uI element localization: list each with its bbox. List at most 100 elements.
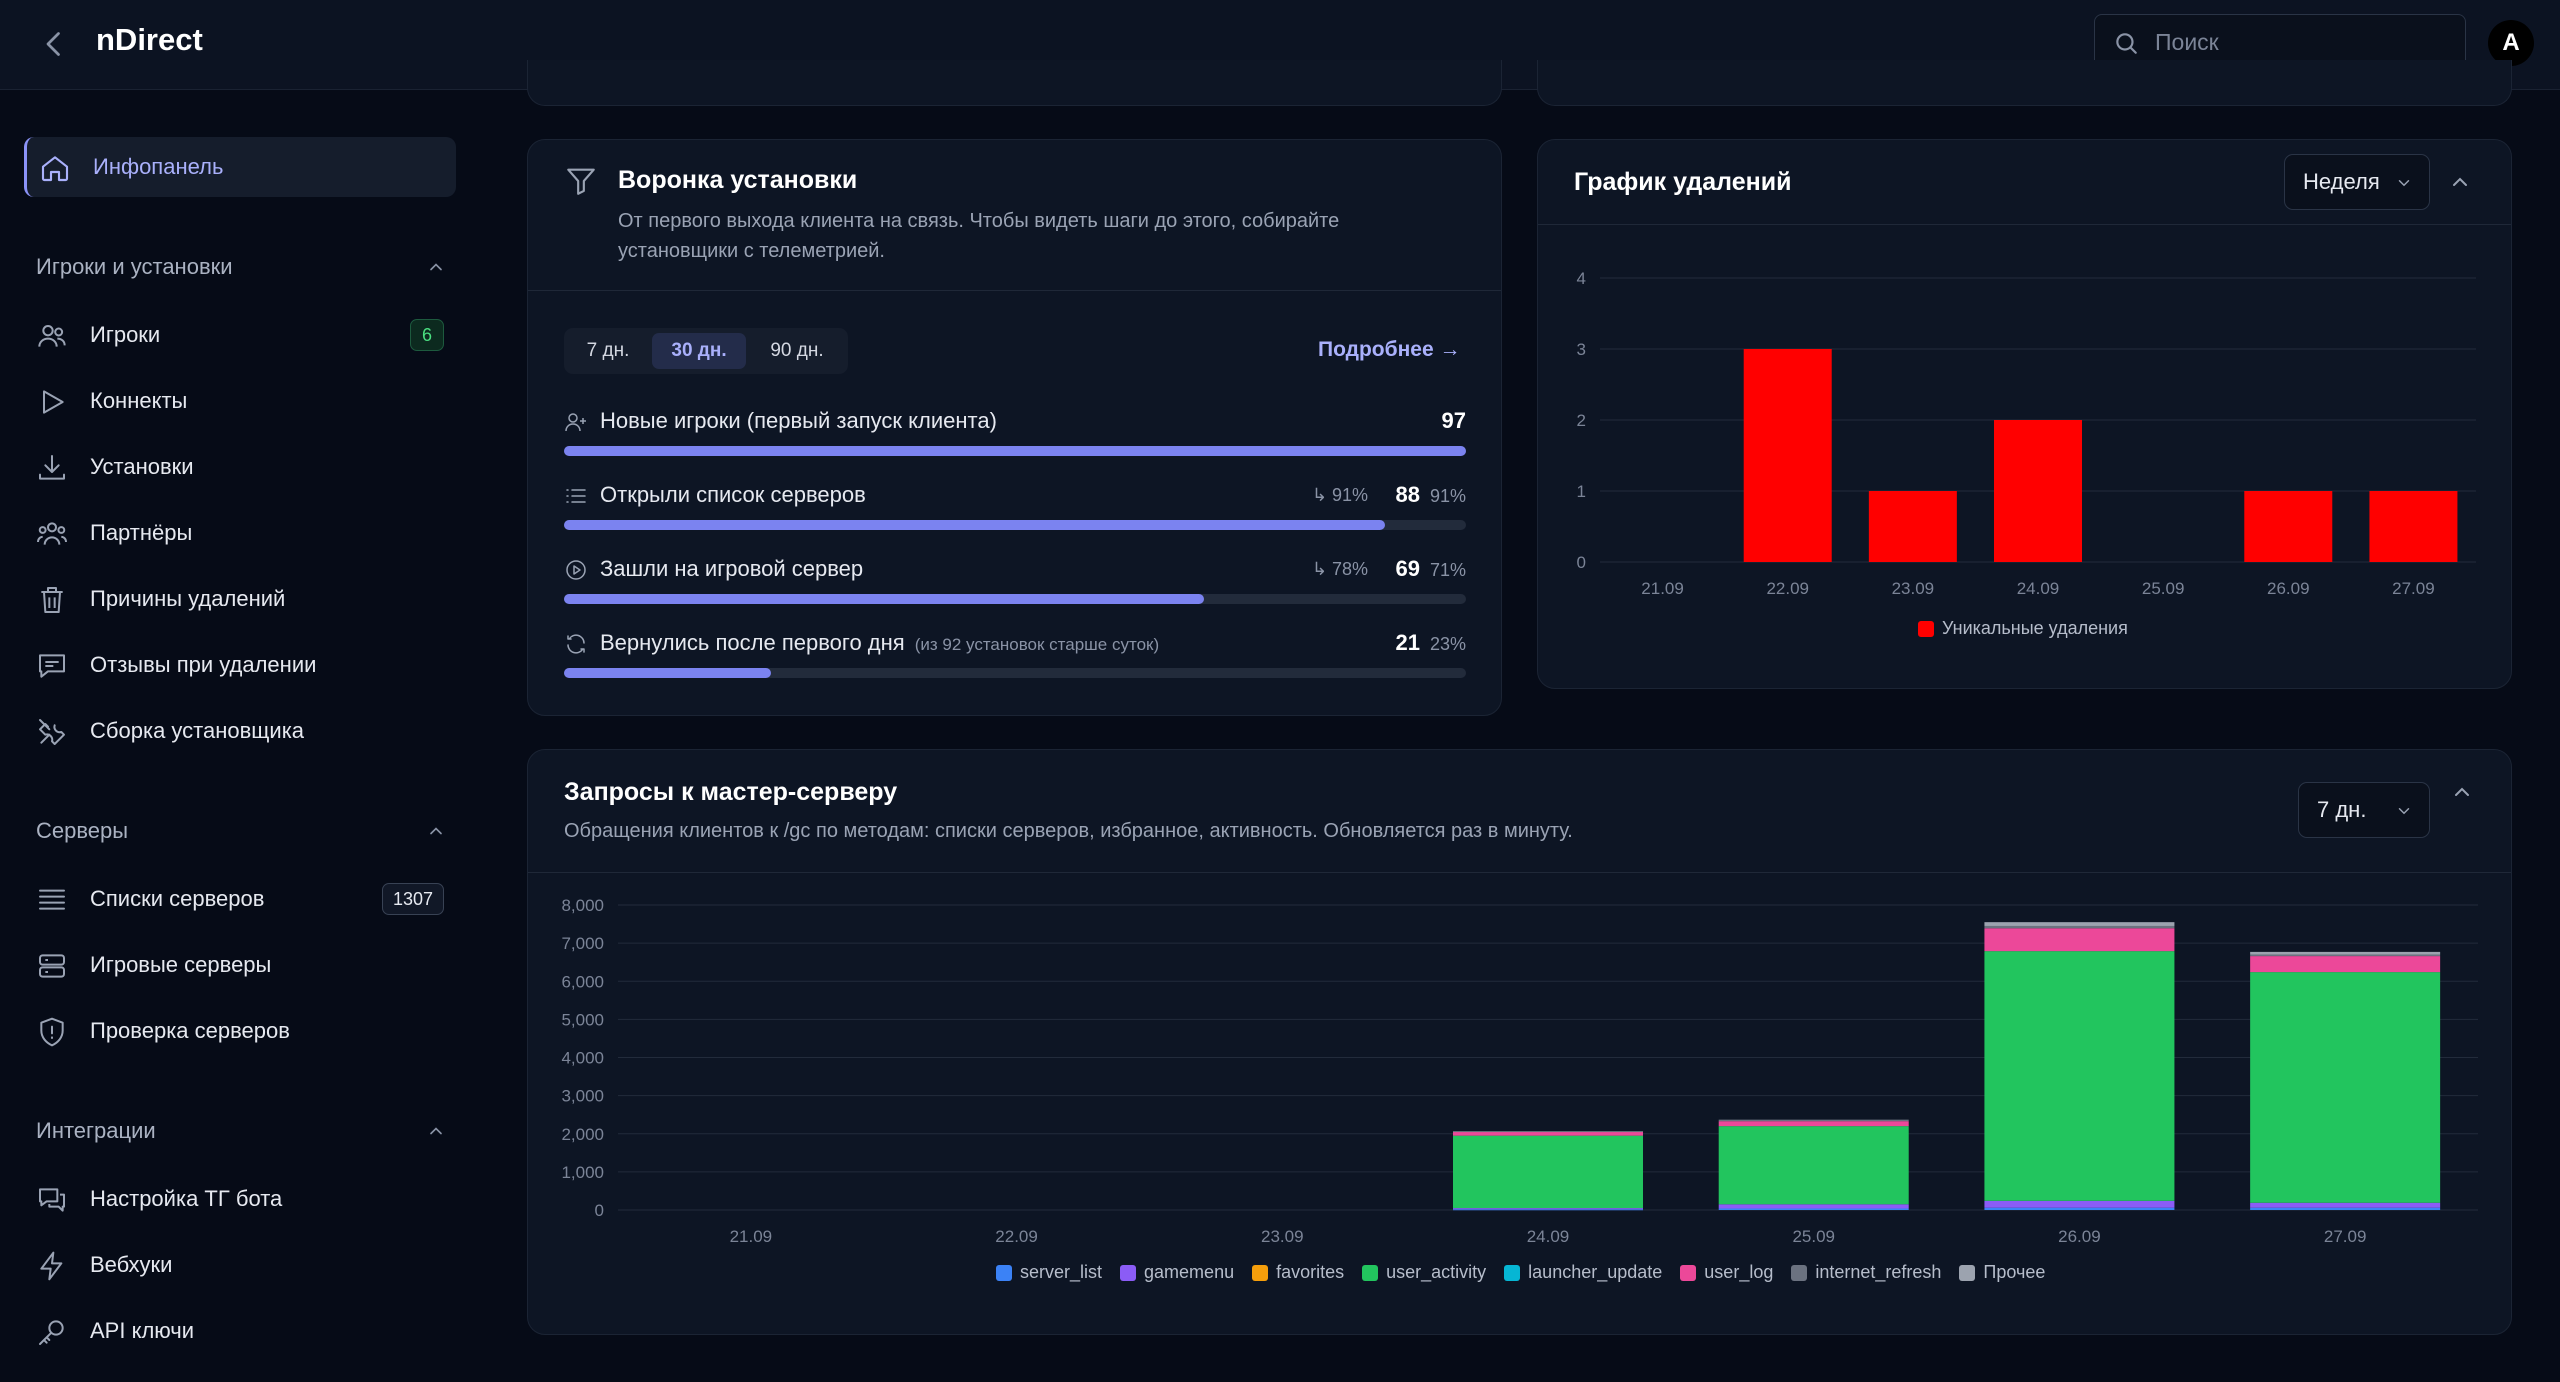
sidebar-item-partners[interactable]: Партнёры bbox=[24, 503, 456, 563]
master-requests-chart: 0 1,000 2,000 3,000 4,000 5,000 6,000 7,000 8,00… bbox=[561, 896, 2478, 1246]
section-players-installs[interactable]: Игроки и установки bbox=[36, 247, 446, 287]
bar-segment bbox=[1743, 349, 1832, 562]
sidebar-item-label: Списки серверов bbox=[90, 886, 265, 911]
sidebar-item-api-keys[interactable]: API ключи bbox=[24, 1301, 456, 1361]
step-note: (из 92 установок старше суток) bbox=[914, 635, 1160, 654]
master-requests-card: Запросы к мастер-серверу Обращения клиен… bbox=[527, 749, 2512, 1335]
y-tick-label: 3 bbox=[1577, 340, 1586, 359]
sidebar-item-label: Установки bbox=[90, 454, 194, 479]
card-top-partial-right bbox=[1537, 60, 2512, 106]
step-label: Вернулись после первого дня (из 92 устано… bbox=[600, 630, 1160, 655]
legend-item: user_log bbox=[1680, 1262, 1773, 1283]
x-tick-label: 22.09 bbox=[1766, 579, 1809, 598]
x-tick-label: 26.09 bbox=[2267, 579, 2310, 598]
legend-swatch bbox=[1252, 1264, 1269, 1281]
card-top-partial-left bbox=[527, 60, 1502, 106]
step-conversion: ↳ 91% bbox=[1311, 485, 1368, 505]
x-tick-label: 24.09 bbox=[1527, 1227, 1570, 1246]
sidebar-item-installs[interactable]: Установки bbox=[24, 437, 456, 497]
period-90d-button[interactable]: 90 дн. bbox=[770, 340, 824, 361]
x-tick-label: 21.09 bbox=[1641, 579, 1684, 598]
sidebar-item-delete-feedback[interactable]: Отзывы при удалении bbox=[24, 635, 456, 695]
deletions-period-select[interactable]: Неделя bbox=[2284, 154, 2430, 210]
legend-label: favorites bbox=[1276, 1262, 1345, 1282]
step-conversion: ↳ 78% bbox=[1311, 559, 1368, 579]
sidebar-item-server-check[interactable]: Проверка серверов bbox=[24, 1001, 456, 1061]
sidebar-item-label: Причины удалений bbox=[90, 586, 286, 611]
sidebar-item-label: Коннекты bbox=[90, 388, 188, 413]
y-tick-label: 0 bbox=[595, 1201, 604, 1220]
avatar[interactable]: A bbox=[2488, 20, 2534, 66]
sidebar-item-delete-reasons[interactable]: Причины удалений bbox=[24, 569, 456, 629]
section-servers[interactable]: Серверы bbox=[36, 811, 446, 851]
step-label: Открыли список серверов bbox=[600, 482, 866, 507]
period-7d-button[interactable]: 7 дн. bbox=[586, 340, 630, 361]
sidebar-item-webhooks[interactable]: Вебхуки bbox=[24, 1235, 456, 1295]
x-tick-label: 23.09 bbox=[1892, 579, 1935, 598]
deletions-card: График удалений Неделя 0 1 2 3 4 21.09 22.09 23… bbox=[1537, 139, 2512, 689]
shield-icon bbox=[36, 1016, 68, 1048]
section-title: Интеграции bbox=[36, 1118, 156, 1143]
legend-label: launcher_update bbox=[1528, 1262, 1663, 1282]
bar-segment bbox=[1453, 1131, 1643, 1136]
sidebar-item-tg-bot[interactable]: Настройка ТГ бота bbox=[24, 1169, 456, 1229]
users-icon bbox=[36, 320, 68, 352]
x-tick-label: 27.09 bbox=[2324, 1227, 2367, 1246]
back-button[interactable] bbox=[36, 26, 72, 62]
sidebar-item-server-lists[interactable]: Списки серверов 1307 bbox=[24, 869, 456, 929]
bar-segment bbox=[1453, 1135, 1643, 1209]
bolt-icon bbox=[36, 1250, 68, 1282]
step-label: Новые игроки (первый запуск клиента) bbox=[600, 408, 997, 433]
user-plus-icon bbox=[565, 413, 586, 432]
sidebar-item-game-servers[interactable]: Игровые серверы bbox=[24, 935, 456, 995]
legend-label: user_log bbox=[1704, 1262, 1774, 1282]
bar-segment bbox=[1984, 928, 2175, 952]
legend-swatch bbox=[1362, 1264, 1379, 1281]
collapse-button[interactable] bbox=[2448, 170, 2472, 194]
sidebar-item-dashboard[interactable]: Инфопанель bbox=[24, 137, 456, 197]
bar-segment bbox=[2369, 491, 2458, 562]
collapse-button[interactable] bbox=[2450, 780, 2474, 804]
x-tick-label: 27.09 bbox=[2392, 579, 2435, 598]
sidebar-item-connects[interactable]: Коннекты bbox=[24, 371, 456, 431]
chevron-up-icon bbox=[430, 263, 442, 271]
chevron-up-icon bbox=[430, 827, 442, 835]
master-period-select[interactable]: 7 дн. bbox=[2298, 782, 2430, 838]
bar-segment bbox=[1718, 1126, 1909, 1205]
x-tick-label: 23.09 bbox=[1261, 1227, 1304, 1246]
sidebar-item-installer-build[interactable]: Сборка установщика bbox=[24, 701, 456, 761]
deletions-title: График удалений bbox=[1574, 168, 1792, 196]
chat-icon bbox=[36, 1184, 68, 1216]
bar-segment bbox=[1984, 922, 2175, 926]
sidebar-item-label: Отзывы при удалении bbox=[90, 652, 317, 677]
step-value: 69 71% bbox=[1395, 556, 1466, 581]
trash-icon bbox=[36, 584, 68, 616]
bar-segment bbox=[1984, 925, 2175, 929]
more-link[interactable]: Подробнее → bbox=[1318, 338, 1461, 361]
step-progress-fill bbox=[564, 668, 772, 678]
bar-segment bbox=[1718, 1121, 1909, 1127]
server-lists-count-badge: 1307 bbox=[381, 883, 444, 915]
sidebar-item-label: Настройка ТГ бота bbox=[90, 1186, 283, 1211]
bar-segment bbox=[2250, 954, 2441, 957]
step-value: 88 91% bbox=[1395, 482, 1466, 507]
step-value: 97 bbox=[1441, 408, 1466, 433]
step-progress-fill bbox=[564, 594, 1205, 604]
divider bbox=[528, 290, 1501, 291]
period-toggle: 7 дн. 30 дн. 90 дн. bbox=[564, 328, 848, 374]
legend-label: server_list bbox=[1020, 1262, 1103, 1282]
y-tick-label: 5,000 bbox=[561, 1010, 604, 1029]
legend-item: user_activity bbox=[1362, 1262, 1486, 1283]
step-progress-fill bbox=[564, 446, 1466, 456]
chevron-left-icon bbox=[46, 32, 60, 56]
chevron-down-icon bbox=[2398, 808, 2410, 815]
legend-item: Прочее bbox=[1959, 1262, 2045, 1283]
funnel-subtitle-line-2: установщики с телеметрией. bbox=[618, 240, 885, 262]
select-value: 7 дн. bbox=[2317, 797, 2367, 822]
sidebar-item-players[interactable]: Игроки 6 bbox=[24, 305, 456, 365]
section-integrations[interactable]: Интеграции bbox=[36, 1111, 446, 1151]
master-legend: server_list gamemenu favorites user_activit… bbox=[996, 1262, 2063, 1283]
period-30d-button[interactable]: 30 дн. bbox=[652, 333, 746, 369]
feedback-icon bbox=[36, 650, 68, 682]
home-icon bbox=[39, 152, 71, 184]
